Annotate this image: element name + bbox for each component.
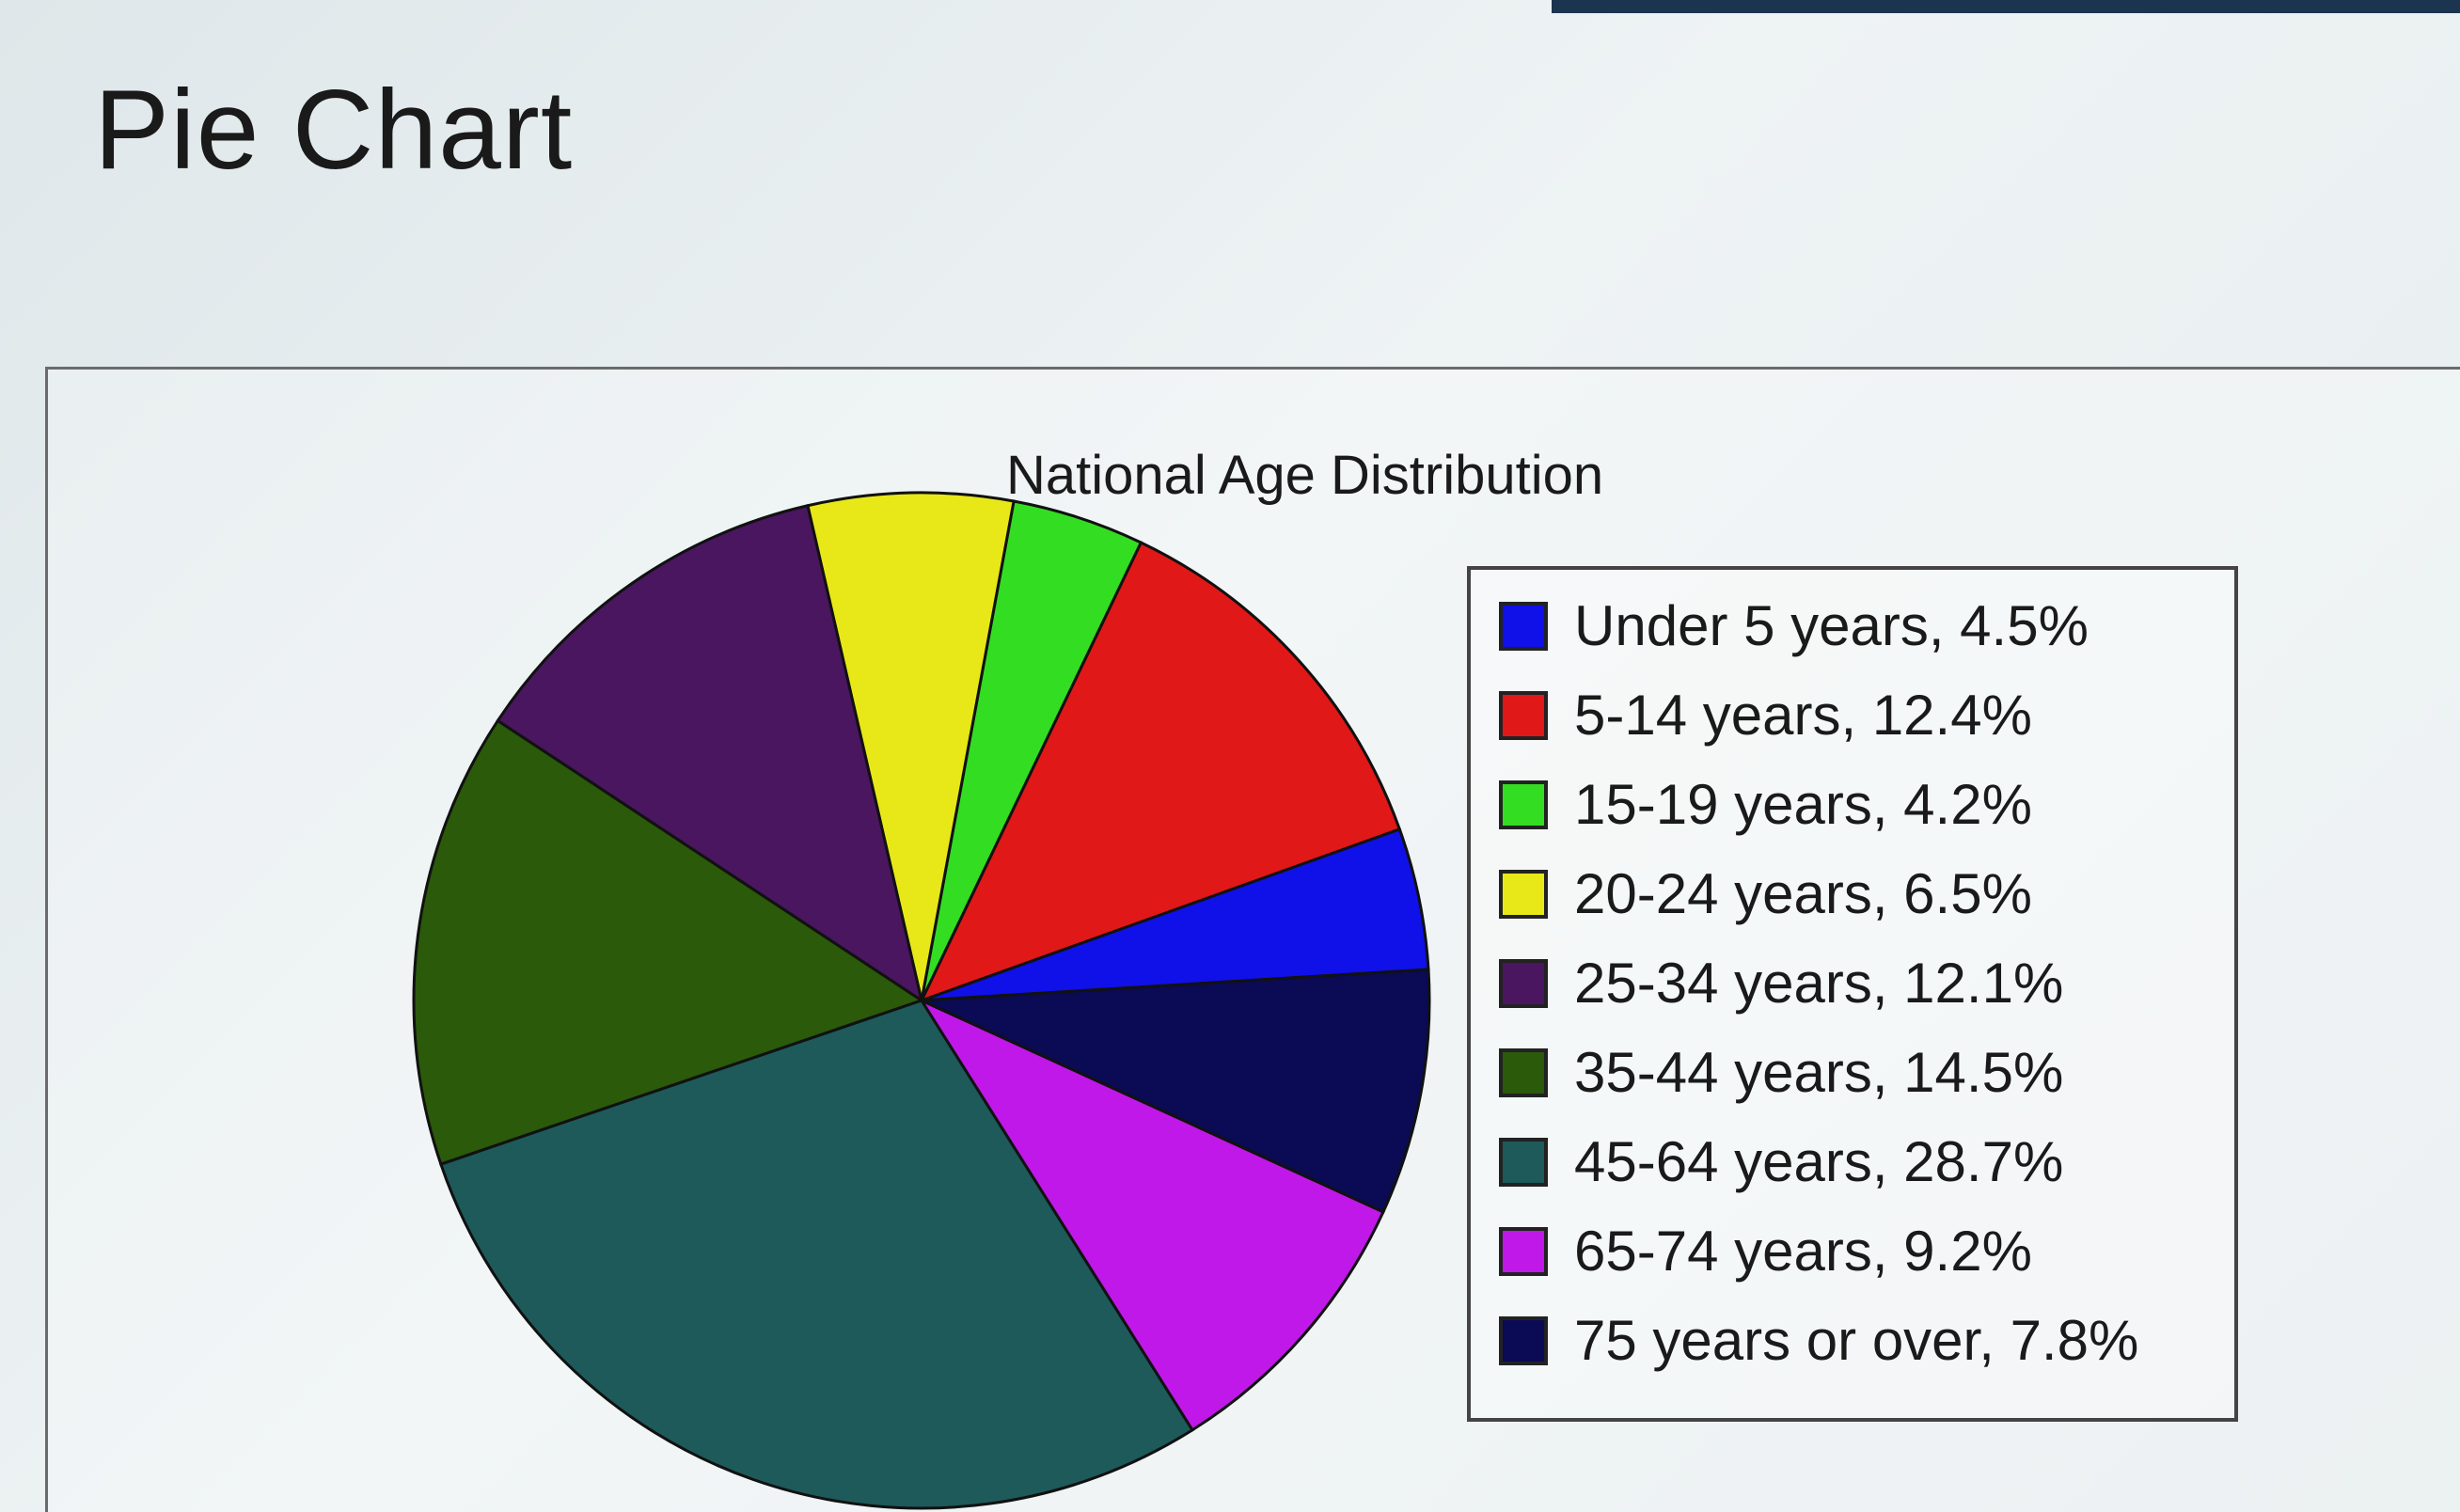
legend-item: 15-19 years, 4.2% <box>1471 760 2234 849</box>
legend-label: 5-14 years, 12.4% <box>1574 684 2032 747</box>
legend-swatch <box>1499 601 1548 651</box>
pie-slice-65-74-years <box>918 997 1385 1432</box>
legend-item: 35-44 years, 14.5% <box>1471 1028 2234 1117</box>
legend-swatch <box>1499 1047 1548 1097</box>
chart-legend: Under 5 years, 4.5% 5-14 years, 12.4% 15-1… <box>1467 566 2238 1422</box>
legend-item: 5-14 years, 12.4% <box>1471 670 2234 760</box>
legend-label: 65-74 years, 9.2% <box>1574 1220 2032 1283</box>
legend-label: 15-19 years, 4.2% <box>1574 773 2032 836</box>
legend-item: 45-64 years, 28.7% <box>1471 1117 2234 1206</box>
pie-slice-75-years-or-over <box>921 968 1431 1214</box>
legend-item: Under 5 years, 4.5% <box>1471 581 2234 670</box>
legend-swatch <box>1499 690 1548 740</box>
legend-swatch <box>1499 958 1548 1008</box>
legend-label: Under 5 years, 4.5% <box>1574 594 2089 657</box>
chart-title: National Age Distribution <box>1006 445 1604 506</box>
pie-slice-25-34-years <box>496 503 924 1004</box>
pie-slice-5-14-years <box>919 541 1402 1003</box>
legend-label: 20-24 years, 6.5% <box>1574 862 2032 925</box>
legend-label: 45-64 years, 28.7% <box>1574 1130 2064 1193</box>
legend-item: 25-34 years, 12.1% <box>1471 938 2234 1028</box>
legend-label: 75 years or over, 7.8% <box>1574 1309 2139 1372</box>
legend-item: 20-24 years, 6.5% <box>1471 849 2234 938</box>
legend-swatch <box>1499 1226 1548 1276</box>
pie-chart <box>412 491 1431 1510</box>
legend-item: 75 years or over, 7.8% <box>1471 1296 2234 1385</box>
legend-swatch <box>1499 1315 1548 1365</box>
legend-item: 65-74 years, 9.2% <box>1471 1206 2234 1296</box>
pie-slice-20-24-years <box>806 491 1016 1001</box>
pie-slice-35-44-years <box>412 718 925 1167</box>
pie-slice-45-64-years <box>438 999 1195 1510</box>
top-bar <box>1552 0 2460 13</box>
legend-swatch <box>1499 869 1548 919</box>
legend-swatch <box>1499 1137 1548 1187</box>
legend-swatch <box>1499 780 1548 829</box>
legend-label: 35-44 years, 14.5% <box>1574 1041 2064 1104</box>
page-heading: Pie Chart <box>94 67 574 193</box>
legend-label: 25-34 years, 12.1% <box>1574 952 2064 1015</box>
